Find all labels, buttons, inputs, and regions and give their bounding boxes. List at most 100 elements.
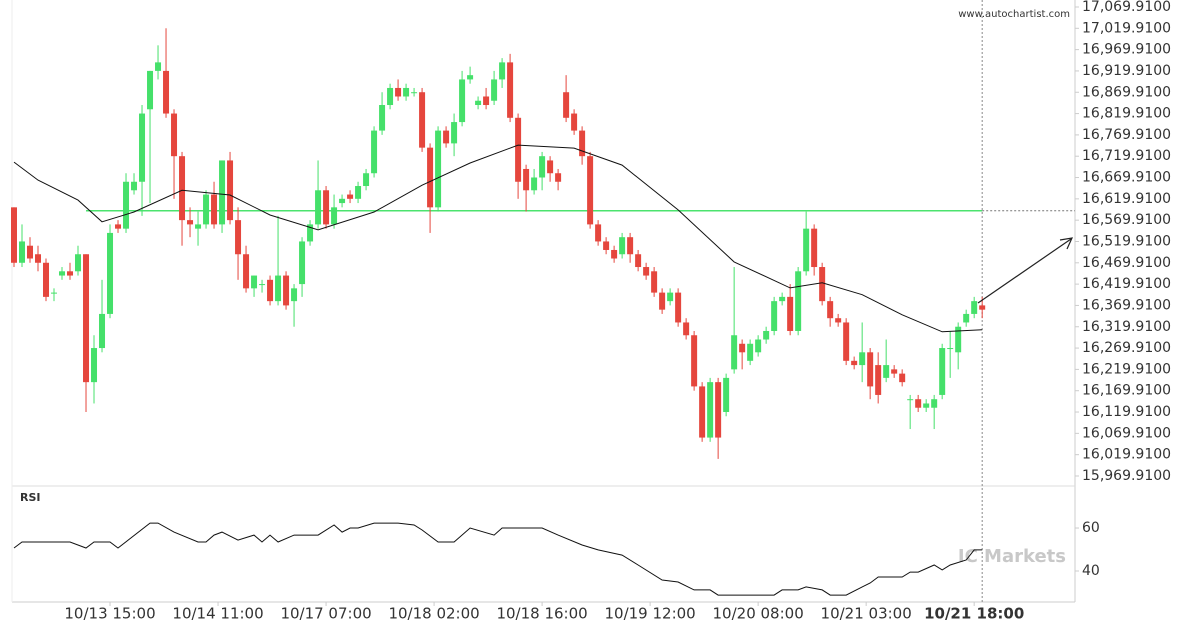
candle-body — [707, 382, 714, 438]
candle-body — [187, 220, 194, 225]
candle-body — [883, 365, 890, 378]
candle-body — [835, 318, 842, 323]
candle-body — [395, 87, 402, 97]
candle-body — [179, 156, 186, 221]
candle-body — [507, 62, 514, 118]
candle-body — [763, 330, 770, 340]
candle-body — [259, 284, 266, 286]
candle-body — [475, 100, 482, 106]
rsi-title: RSI — [20, 491, 41, 504]
candle-body — [219, 160, 226, 225]
candle-body — [235, 220, 242, 255]
candle-body — [283, 275, 290, 306]
y-tick-label: 16,319.9100 — [1082, 319, 1171, 335]
rsi-tick-label: 40 — [1082, 563, 1100, 579]
candle-body — [91, 348, 98, 383]
candle-body — [731, 335, 738, 370]
candle-body — [907, 399, 914, 401]
candle-body — [427, 147, 434, 208]
candle-body — [779, 296, 786, 302]
candle-body — [795, 271, 802, 331]
candle-body — [123, 181, 130, 229]
candle-body — [11, 207, 18, 263]
projection-arrow — [977, 237, 1074, 304]
candle-body — [155, 62, 162, 71]
candle-body — [251, 275, 258, 289]
candle-body — [363, 173, 370, 187]
y-tick-label: 16,969.9100 — [1082, 42, 1171, 58]
candle-body — [299, 241, 306, 285]
rsi-line — [13, 522, 983, 596]
candle-body — [939, 348, 946, 395]
candle-body — [355, 186, 362, 199]
candle-body — [867, 352, 874, 387]
arrow-line — [977, 238, 1072, 304]
candle-body — [979, 305, 986, 310]
candle-body — [771, 301, 778, 331]
y-tick-label: 16,119.9100 — [1082, 404, 1171, 420]
candle-body — [43, 262, 50, 297]
candle-body — [499, 62, 506, 80]
candle-body — [755, 339, 762, 353]
candle-body — [859, 352, 866, 366]
candle-body — [723, 377, 730, 412]
candle-body — [163, 70, 170, 114]
candle-body — [51, 292, 58, 294]
candle-body — [467, 75, 474, 80]
candle-body — [347, 194, 354, 199]
candle-body — [67, 271, 74, 276]
candle-body — [571, 113, 578, 131]
candle-body — [843, 322, 850, 361]
brand-logo: IC Markets — [958, 546, 1066, 567]
x-tick-label: 10/21 03:00 — [821, 605, 912, 623]
candle-body — [579, 130, 586, 157]
candle-body — [587, 156, 594, 225]
candle-body — [699, 386, 706, 438]
candle-body — [891, 369, 898, 374]
candle-body — [947, 348, 954, 350]
candle-body — [787, 296, 794, 331]
candle-body — [339, 198, 346, 204]
candle-body — [307, 224, 314, 242]
x-tick-label: 10/14 11:00 — [172, 605, 263, 623]
candle-body — [931, 399, 938, 408]
y-tick-label: 15,969.9100 — [1082, 468, 1171, 484]
y-tick-label: 17,069.9100 — [1082, 0, 1171, 15]
candle-body — [915, 399, 922, 408]
candle-body — [139, 113, 146, 182]
y-tick-label: 16,369.9100 — [1082, 297, 1171, 313]
x-tick-label: 10/13 15:00 — [64, 605, 155, 623]
candle-body — [539, 156, 546, 178]
candle-body — [115, 224, 122, 229]
y-tick-label: 16,069.9100 — [1082, 425, 1171, 441]
candle-body — [107, 232, 114, 314]
y-tick-label: 16,469.9100 — [1082, 255, 1171, 271]
y-tick-label: 16,019.9100 — [1082, 447, 1171, 463]
moving-average — [13, 144, 983, 333]
candle-body — [435, 130, 442, 208]
candle-body — [611, 249, 618, 259]
candle-body — [451, 122, 458, 144]
candle-body — [715, 382, 722, 438]
candle-body — [491, 79, 498, 101]
y-tick-label: 16,719.9100 — [1082, 148, 1171, 164]
candle-body — [195, 224, 202, 229]
candle-body — [75, 254, 82, 272]
x-tick-label: 10/18 16:00 — [496, 605, 587, 623]
y-tick-label: 16,819.9100 — [1082, 106, 1171, 122]
x-tick-label: 10/21 18:00 — [924, 605, 1024, 623]
watermark: www.autochartist.com — [958, 9, 1070, 20]
candle-body — [83, 254, 90, 383]
candle-body — [899, 373, 906, 383]
candle-body — [675, 292, 682, 323]
rsi-tick-label: 60 — [1082, 520, 1100, 536]
x-tick-label: 10/18 02:00 — [388, 605, 479, 623]
arrow-head — [1059, 237, 1074, 250]
candle-body — [19, 241, 26, 263]
candle-body — [315, 190, 322, 225]
y-tick-label: 16,519.9100 — [1082, 233, 1171, 249]
candle-body — [595, 224, 602, 242]
y-tick-label: 16,169.9100 — [1082, 383, 1171, 399]
candle-body — [203, 194, 210, 225]
